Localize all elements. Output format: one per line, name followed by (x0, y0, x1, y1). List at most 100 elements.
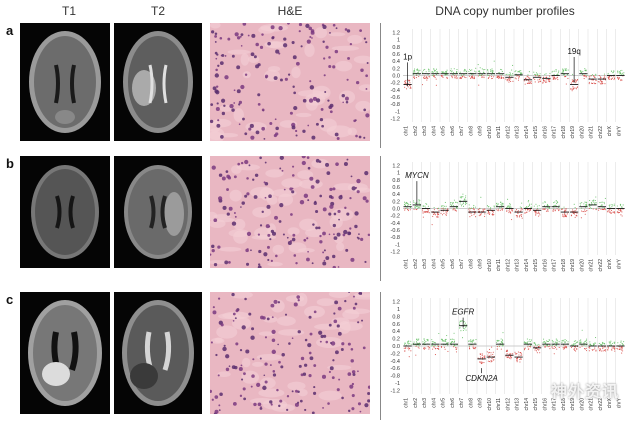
cnv-point (475, 346, 477, 348)
chromosome-points-chr2 (412, 338, 421, 356)
cnv-point (564, 341, 566, 343)
cnv-point (468, 207, 470, 209)
cnv-point (590, 75, 592, 77)
cnv-point (594, 74, 596, 76)
cnv-point (472, 340, 474, 342)
cnv-point (595, 196, 597, 198)
chromosome-label: chr17 (552, 398, 558, 411)
cnv-point (547, 346, 549, 348)
cnv-point (509, 71, 511, 74)
cnv-point (575, 215, 577, 217)
cnv-point (487, 354, 489, 356)
cnv-point (472, 348, 474, 350)
cnv-point (503, 77, 505, 79)
cnv-point (620, 340, 622, 342)
cnv-point (520, 357, 522, 359)
cnv-point (417, 69, 419, 71)
cnv-point (405, 201, 408, 204)
cnv-point (597, 346, 600, 348)
cnv-point (610, 209, 613, 211)
cnv-point (607, 349, 609, 351)
cnv-point (465, 199, 467, 201)
cnv-point (487, 71, 489, 73)
cnv-point (470, 210, 472, 212)
cnv-point (509, 203, 511, 205)
cnv-point (527, 346, 529, 348)
cnv-point (619, 70, 621, 73)
cnv-point (506, 353, 508, 355)
cnv-point (433, 75, 435, 77)
cnv-point (591, 200, 593, 202)
cnv-point (498, 208, 500, 210)
cnv-point (403, 343, 406, 345)
cnv-point (543, 205, 546, 207)
chromosome-points-chr12 (505, 198, 513, 221)
cnv-point (581, 345, 583, 347)
cnv-point (462, 196, 464, 198)
cnv-point (536, 205, 538, 207)
cnv-point (588, 350, 590, 352)
cnv-point (463, 74, 465, 76)
chromosome-points-chr10 (486, 60, 495, 80)
cnv-point (622, 344, 624, 346)
cnv-point (434, 347, 436, 349)
cnv-point (410, 87, 412, 89)
cnv-point (594, 199, 596, 202)
cnv-point (573, 343, 575, 345)
chromosome-points-chr22 (597, 73, 606, 85)
chromosome-label: chr13 (515, 259, 521, 272)
cnv-point (565, 346, 567, 348)
chromosome-label: chr6 (450, 259, 456, 269)
cnv-point (490, 361, 492, 363)
cnv-point (580, 341, 582, 343)
cnv-point (469, 70, 472, 72)
cnv-point (539, 73, 541, 75)
cnv-point (542, 202, 544, 204)
cnv-point (435, 84, 437, 86)
cnv-point (404, 202, 406, 204)
cnv-point (423, 347, 425, 349)
cnv-point (473, 212, 475, 214)
cnv-point (418, 345, 420, 347)
cnv-point (473, 206, 475, 208)
cnv-point (524, 347, 526, 349)
cnv-point (491, 214, 493, 216)
chromosome-label: chr16 (542, 398, 548, 411)
cnv-point (480, 213, 482, 215)
cnv-point (408, 80, 411, 82)
y-tick-label: 0.0 (392, 74, 400, 80)
cnv-point (592, 208, 594, 210)
cnv-point (450, 203, 452, 205)
chromosome-label: chr9 (478, 398, 484, 408)
y-tick-label: 0.8 (392, 45, 400, 51)
cnv-point (593, 82, 595, 84)
cnv-point (580, 71, 582, 73)
cnv-point (409, 343, 411, 345)
cnv-point (423, 75, 425, 77)
chromosome-label: chr18 (561, 126, 567, 139)
chromosome-label: chrY (616, 258, 622, 269)
cnv-point (602, 348, 604, 350)
cnv-point (607, 76, 609, 78)
annotation-label: 1p (403, 52, 412, 61)
cnv-point (543, 208, 545, 210)
chromosome-points-chr1 (403, 340, 412, 358)
cnv-point (551, 344, 553, 347)
cnv-point (498, 345, 500, 347)
cnv-point (510, 206, 512, 208)
chromosome-label: chr17 (552, 259, 558, 272)
cnv-point (423, 211, 425, 213)
cnv-point (557, 76, 559, 78)
cnv-point (604, 75, 606, 77)
cnv-point (408, 356, 410, 358)
cnv-point (459, 320, 461, 322)
cnv-point (580, 207, 582, 209)
cnv-point (487, 77, 489, 79)
chromosome-points-chr3 (422, 338, 431, 350)
cnv-point (528, 82, 530, 84)
cnv-point (619, 203, 621, 205)
cnv-point (468, 208, 470, 210)
y-tick-label: -0.8 (391, 235, 400, 241)
cnv-point (557, 201, 559, 204)
cnv-point (613, 347, 615, 349)
